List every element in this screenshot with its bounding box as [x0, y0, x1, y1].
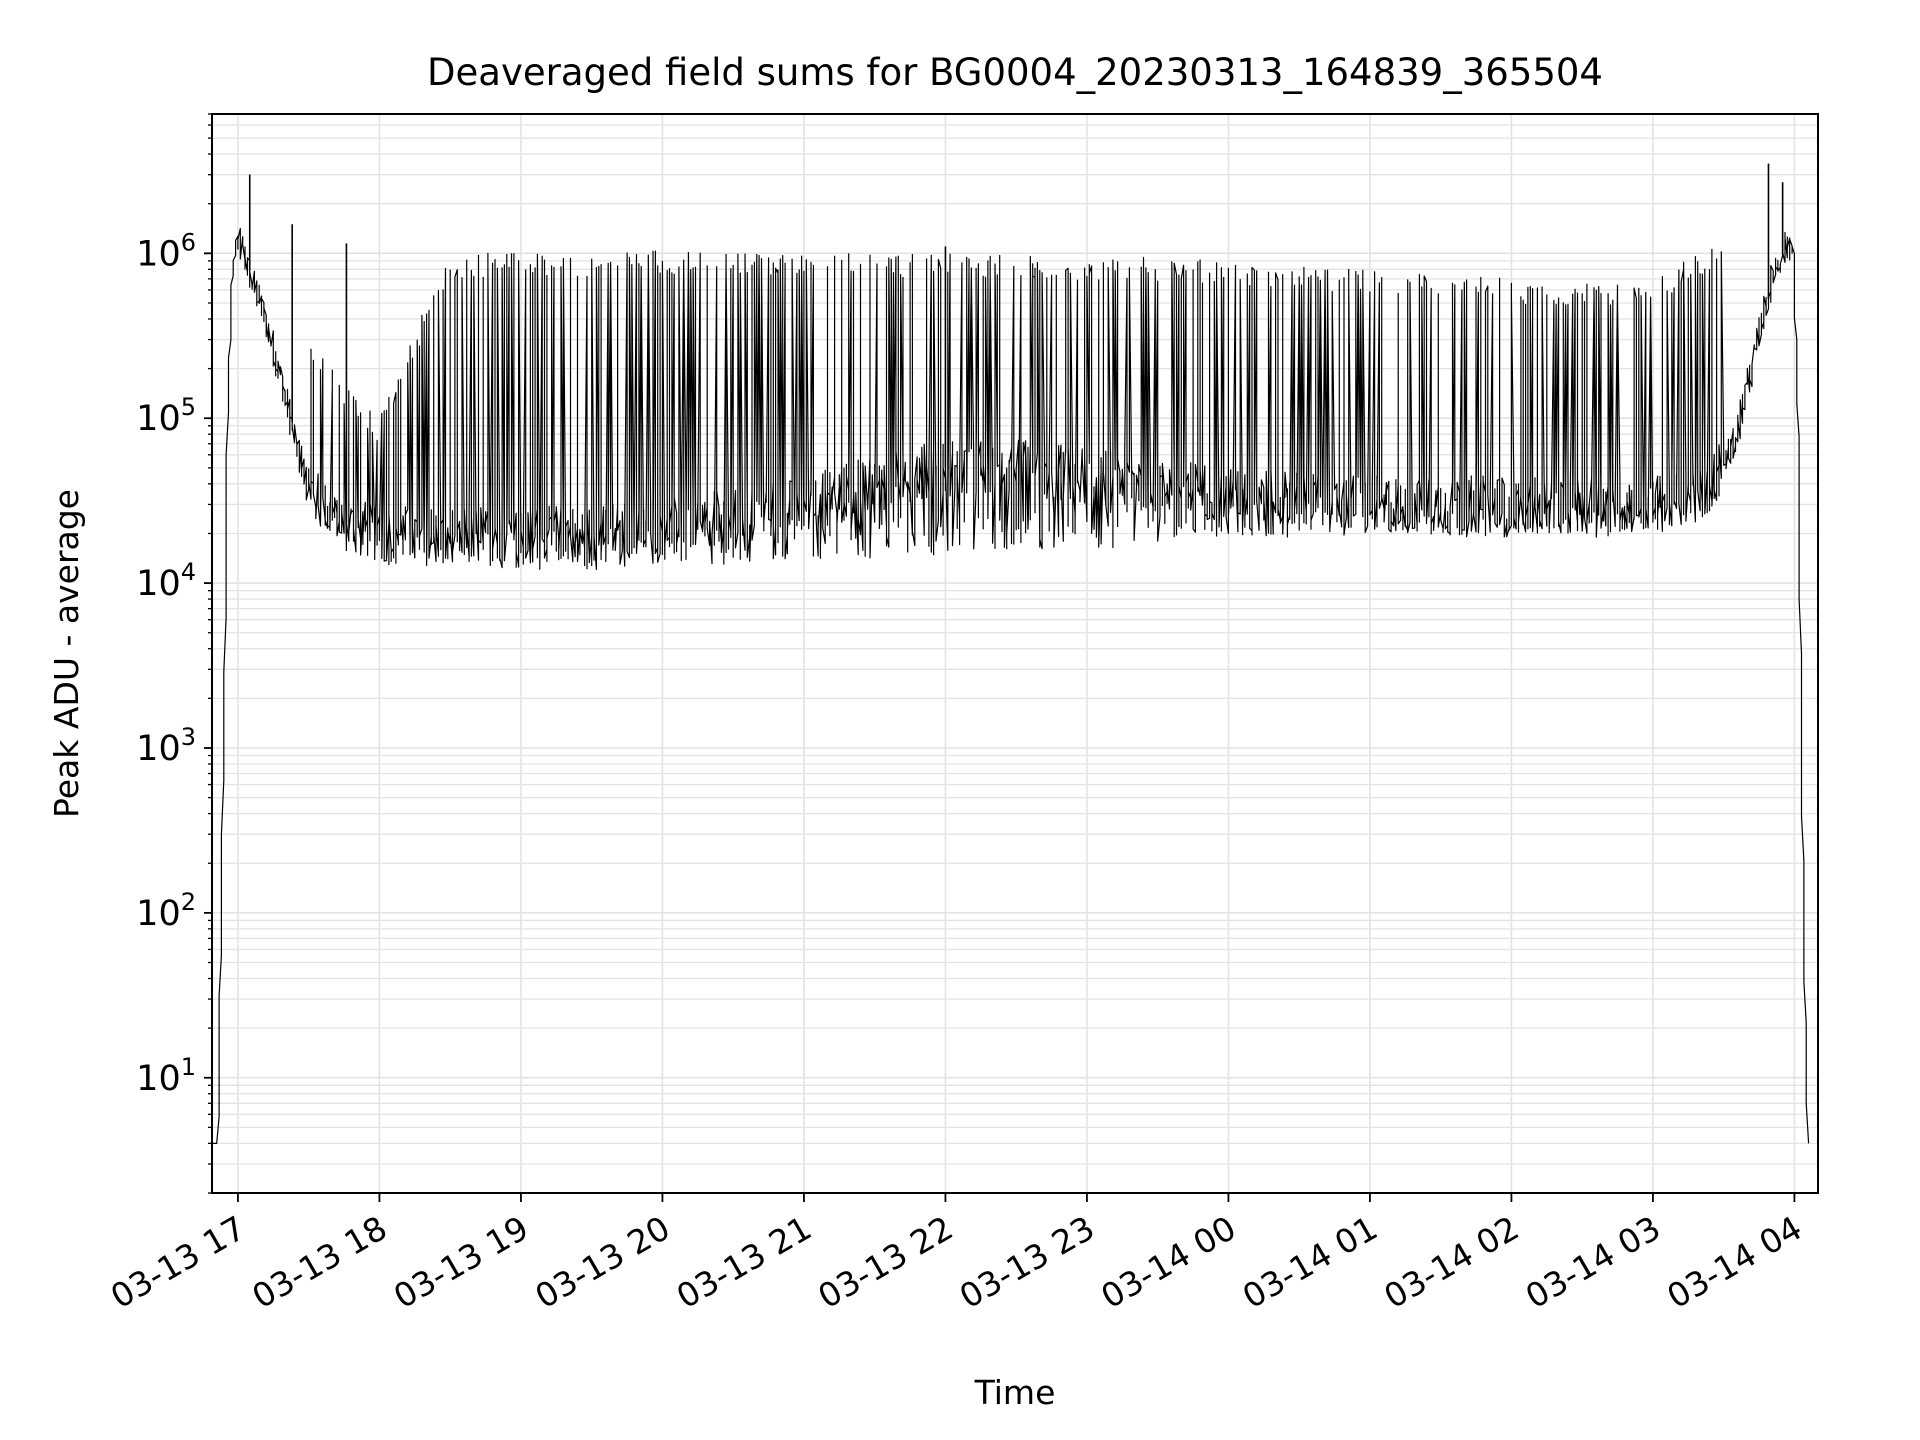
y-axis-label: Peak ADU - average [47, 489, 86, 818]
plot-frame [211, 113, 1819, 1194]
y-tick-label: 102 [136, 888, 196, 934]
grid [212, 113, 1818, 1194]
y-tick-label: 101 [136, 1053, 196, 1099]
y-tick-label: 104 [136, 558, 196, 604]
y-tick-label: 106 [136, 228, 196, 274]
chart-title: Deaveraged field sums for BG0004_2023031… [427, 51, 1603, 94]
y-tick-label: 105 [136, 393, 196, 439]
series-layer [209, 163, 1810, 1144]
y-tick-label: 103 [136, 723, 196, 769]
x-axis-label: Time [974, 1373, 1056, 1412]
series-line [209, 227, 1810, 1144]
